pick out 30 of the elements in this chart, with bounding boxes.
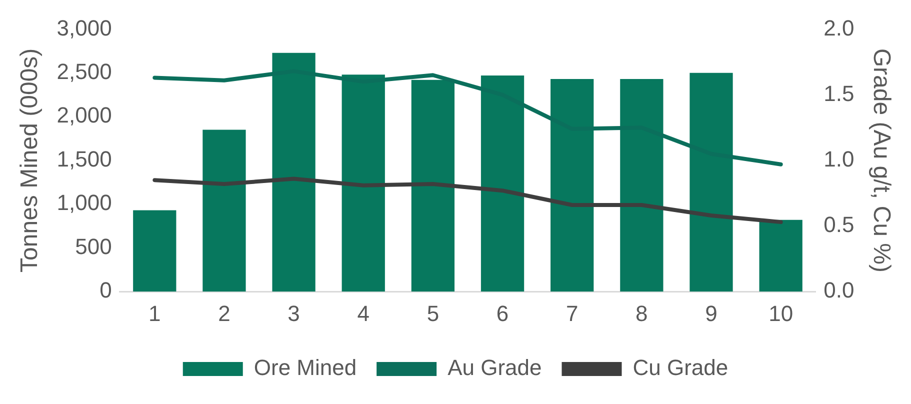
y2-tick-label: 1.0 xyxy=(824,146,854,172)
y-tick-label: 2,500 xyxy=(56,58,112,84)
x-tick-label: 6 xyxy=(496,300,509,326)
bar xyxy=(202,130,246,292)
legend-label: Ore Mined xyxy=(254,355,357,380)
y-tick-label: 2,000 xyxy=(56,102,112,128)
y-tick-label: 0 xyxy=(100,278,112,303)
y-tick-label: 1,000 xyxy=(56,190,112,216)
x-tick-label: 10 xyxy=(768,300,794,326)
bar xyxy=(759,220,802,292)
x-tick-label: 7 xyxy=(566,300,578,326)
y2-tick-label: 1.5 xyxy=(824,80,854,106)
x-tick-label: 2 xyxy=(218,300,230,326)
x-tick-label: 1 xyxy=(148,300,161,326)
bar xyxy=(133,210,176,292)
y-tick-label: 1,500 xyxy=(56,146,112,172)
y2-axis-title: Grade (Au g/t, Cu %) xyxy=(868,48,895,272)
y2-tick-label: 0.5 xyxy=(824,212,854,238)
y2-tick-label: 0.0 xyxy=(824,278,854,303)
legend-label: Au Grade xyxy=(448,355,542,380)
y-axis-title: Tonnes Mined (000s) xyxy=(16,48,44,272)
y2-tick-label: 2.0 xyxy=(824,15,854,40)
x-tick-label: 8 xyxy=(636,300,648,326)
x-tick-label: 5 xyxy=(426,300,440,326)
y-tick-label: 500 xyxy=(75,234,112,259)
x-tick-label: 9 xyxy=(705,300,718,326)
legend-label: Cu Grade xyxy=(632,355,728,380)
y-tick-label: 3,000 xyxy=(56,15,112,40)
x-tick-label: 4 xyxy=(357,300,370,326)
x-tick-label: 3 xyxy=(288,300,300,326)
